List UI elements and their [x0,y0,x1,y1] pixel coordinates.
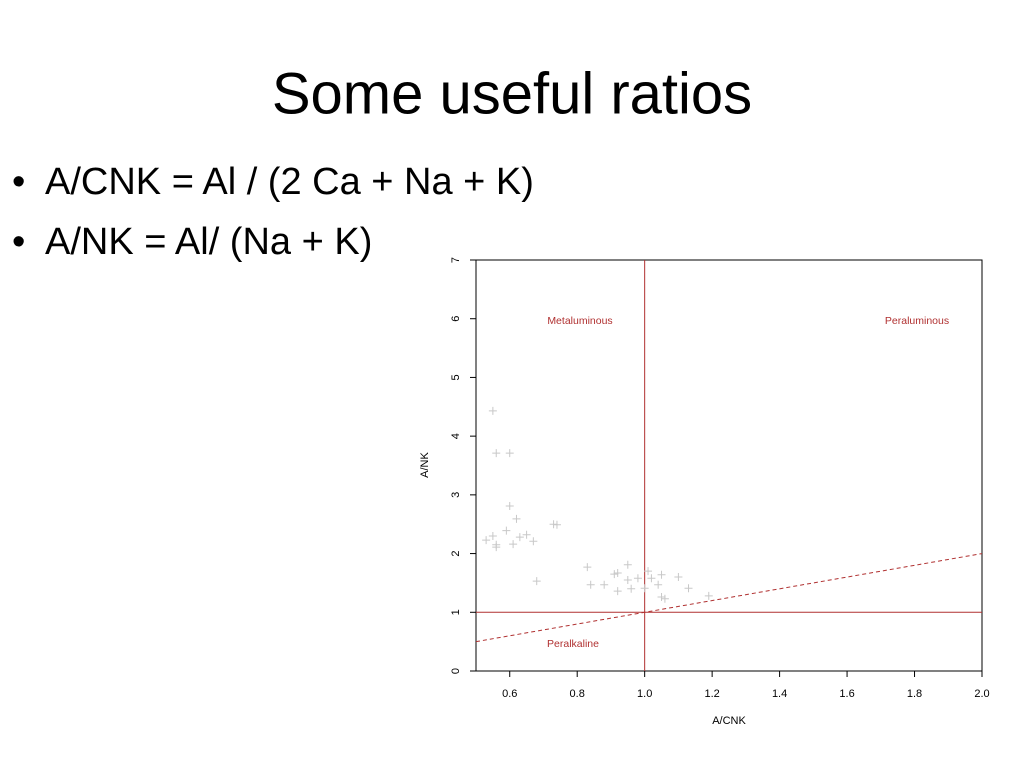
point [610,570,619,579]
x-tick-label: 1.8 [907,688,922,700]
y-tick-label: 7 [450,257,462,263]
point [549,520,558,529]
point [583,563,592,572]
x-axis-label: A/CNK [712,715,746,727]
point [640,584,649,593]
y-tick-label: 4 [450,433,462,439]
bullet-dot: • [12,161,25,203]
point [505,502,514,511]
point [492,543,501,552]
point [623,575,632,584]
point [613,568,622,577]
point [644,567,653,576]
point [657,570,666,579]
point [623,560,632,569]
y-tick-label: 1 [450,609,462,615]
y-tick-label: 0 [450,668,462,674]
point [488,406,497,415]
bullet-text: A/NK = Al/ (Na + K) [45,221,372,263]
x-tick-label: 1.0 [637,688,652,700]
slide-title: Some useful ratios [272,61,752,126]
x-tick-label: 0.6 [502,688,517,700]
point [633,574,642,583]
point [522,530,531,539]
point [502,526,511,535]
x-tick-label: 1.6 [839,688,854,700]
x-tick-label: 2.0 [974,688,989,700]
point [647,574,656,583]
point [684,584,693,593]
point [492,449,501,458]
point [613,587,622,596]
point [488,531,497,540]
annotation: Metaluminous [547,315,612,327]
annotation: Peralkaline [547,638,599,650]
point [674,573,683,582]
x-tick-label: 1.4 [772,688,787,700]
plot-frame [475,259,983,672]
point [660,594,669,603]
point [627,584,636,593]
point [515,533,524,542]
point [586,580,595,589]
y-tick-label: 5 [450,374,462,380]
point [509,540,518,549]
point [657,593,666,602]
point [704,591,713,600]
y-tick-label: 2 [450,551,462,557]
diagonal-line [475,553,983,643]
bullet-dot: • [12,221,25,263]
point [505,449,514,458]
y-tick-label: 6 [450,316,462,322]
x-tick-label: 0.8 [570,688,585,700]
point [532,577,541,586]
point [482,536,491,545]
point [654,580,663,589]
bullet-text: A/CNK = Al / (2 Ca + Na + K) [45,161,534,203]
annotation: Peraluminous [885,315,949,327]
x-tick-label: 1.2 [704,688,719,700]
point [529,537,538,546]
point [552,520,561,529]
y-axis-label: A/NK [419,452,431,478]
y-tick-label: 3 [450,492,462,498]
point [600,580,609,589]
point [512,514,521,523]
